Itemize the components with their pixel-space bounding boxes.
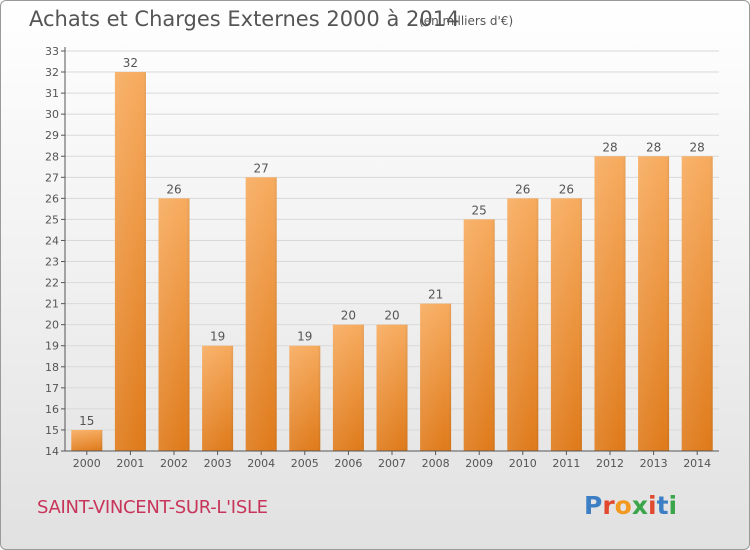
data-label: 21: [428, 288, 443, 302]
data-label: 26: [559, 182, 574, 196]
x-tick-label: 2013: [640, 457, 668, 470]
y-tick-label: 31: [45, 87, 59, 100]
bar-shade-2013: [638, 156, 670, 451]
bar-shade-2008: [420, 303, 452, 451]
y-tick-label: 24: [45, 234, 59, 247]
x-tick-label: 2001: [116, 457, 144, 470]
x-tick-label: 2002: [160, 457, 188, 470]
data-label: 32: [123, 56, 138, 70]
x-tick-label: 2014: [683, 457, 711, 470]
bar-shade-2003: [202, 345, 234, 451]
data-label: 27: [254, 161, 269, 175]
data-label: 26: [515, 182, 530, 196]
x-tick-label: 2007: [378, 457, 406, 470]
logo-letter: o: [614, 491, 632, 520]
logo-letter: P: [584, 491, 603, 520]
x-tick-label: 2006: [334, 457, 362, 470]
axes: [61, 47, 719, 455]
x-tick-label: 2009: [465, 457, 493, 470]
y-tick-label: 22: [45, 277, 59, 290]
data-label: 28: [646, 140, 661, 154]
logo-letter: r: [602, 491, 615, 520]
y-tick-label: 30: [45, 108, 59, 121]
bar-shade-2001: [114, 72, 146, 451]
x-tick-label: 2000: [73, 457, 101, 470]
y-tick-label: 29: [45, 129, 59, 142]
y-tick-label: 15: [45, 424, 59, 437]
bar-shade-2007: [376, 324, 408, 451]
bar-shade-2000: [71, 429, 103, 451]
bars: [71, 72, 713, 451]
x-tick-label: 2003: [204, 457, 232, 470]
data-label: 25: [472, 203, 487, 217]
data-label: 26: [166, 182, 181, 196]
y-tick-label: 32: [45, 66, 59, 79]
y-tick-label: 14: [45, 445, 59, 458]
data-label: 20: [384, 309, 399, 323]
data-label: 15: [79, 414, 94, 428]
logo-letter: i: [648, 491, 657, 520]
data-label: 19: [210, 330, 225, 344]
y-tick-label: 21: [45, 298, 59, 311]
data-label: 20: [341, 309, 356, 323]
bar-shade-2009: [463, 219, 495, 451]
x-tick-label: 2012: [596, 457, 624, 470]
y-tick-label: 33: [45, 45, 59, 58]
x-tick-label: 2005: [291, 457, 319, 470]
bar-shade-2005: [289, 345, 321, 451]
x-tick-label: 2004: [247, 457, 275, 470]
x-tick-label: 2010: [509, 457, 537, 470]
bar-shade-2002: [158, 198, 190, 451]
x-tick-label: 2008: [422, 457, 450, 470]
bar-shade-2011: [550, 198, 582, 451]
y-tick-label: 20: [45, 319, 59, 332]
bar-shade-2010: [507, 198, 539, 451]
data-label: 28: [602, 140, 617, 154]
logo-letter: t: [656, 491, 669, 520]
y-tick-label: 19: [45, 340, 59, 353]
y-tick-label: 27: [45, 171, 59, 184]
chart-title: Achats et Charges Externes 2000 à 2014: [29, 7, 460, 31]
labels: 14 15 16 17 18 19 20 21 22 23 24 25 26 27 28 29 30 31 32 33…: [45, 45, 711, 470]
proxiti-logo: Proxiti: [584, 491, 677, 520]
y-tick-label: 25: [45, 213, 59, 226]
data-label: 28: [690, 140, 705, 154]
y-tick-label: 26: [45, 192, 59, 205]
bar-shade-2006: [332, 324, 364, 451]
x-tick-label: 2011: [552, 457, 580, 470]
y-tick-label: 17: [45, 382, 59, 395]
chart-unit-label: (en milliers d'€): [419, 14, 514, 28]
y-tick-label: 16: [45, 403, 59, 416]
bar-shade-2012: [594, 156, 626, 451]
data-label: 19: [297, 330, 312, 344]
logo-letter: x: [631, 491, 648, 520]
y-tick-label: 28: [45, 150, 59, 163]
bar-shade-2004: [245, 177, 277, 451]
y-tick-label: 23: [45, 256, 59, 269]
logo-letter: i: [668, 491, 678, 520]
y-tick-label: 18: [45, 361, 59, 374]
bar-shade-2014: [681, 156, 713, 451]
location-name: SAINT-VINCENT-SUR-L'ISLE: [37, 497, 268, 518]
